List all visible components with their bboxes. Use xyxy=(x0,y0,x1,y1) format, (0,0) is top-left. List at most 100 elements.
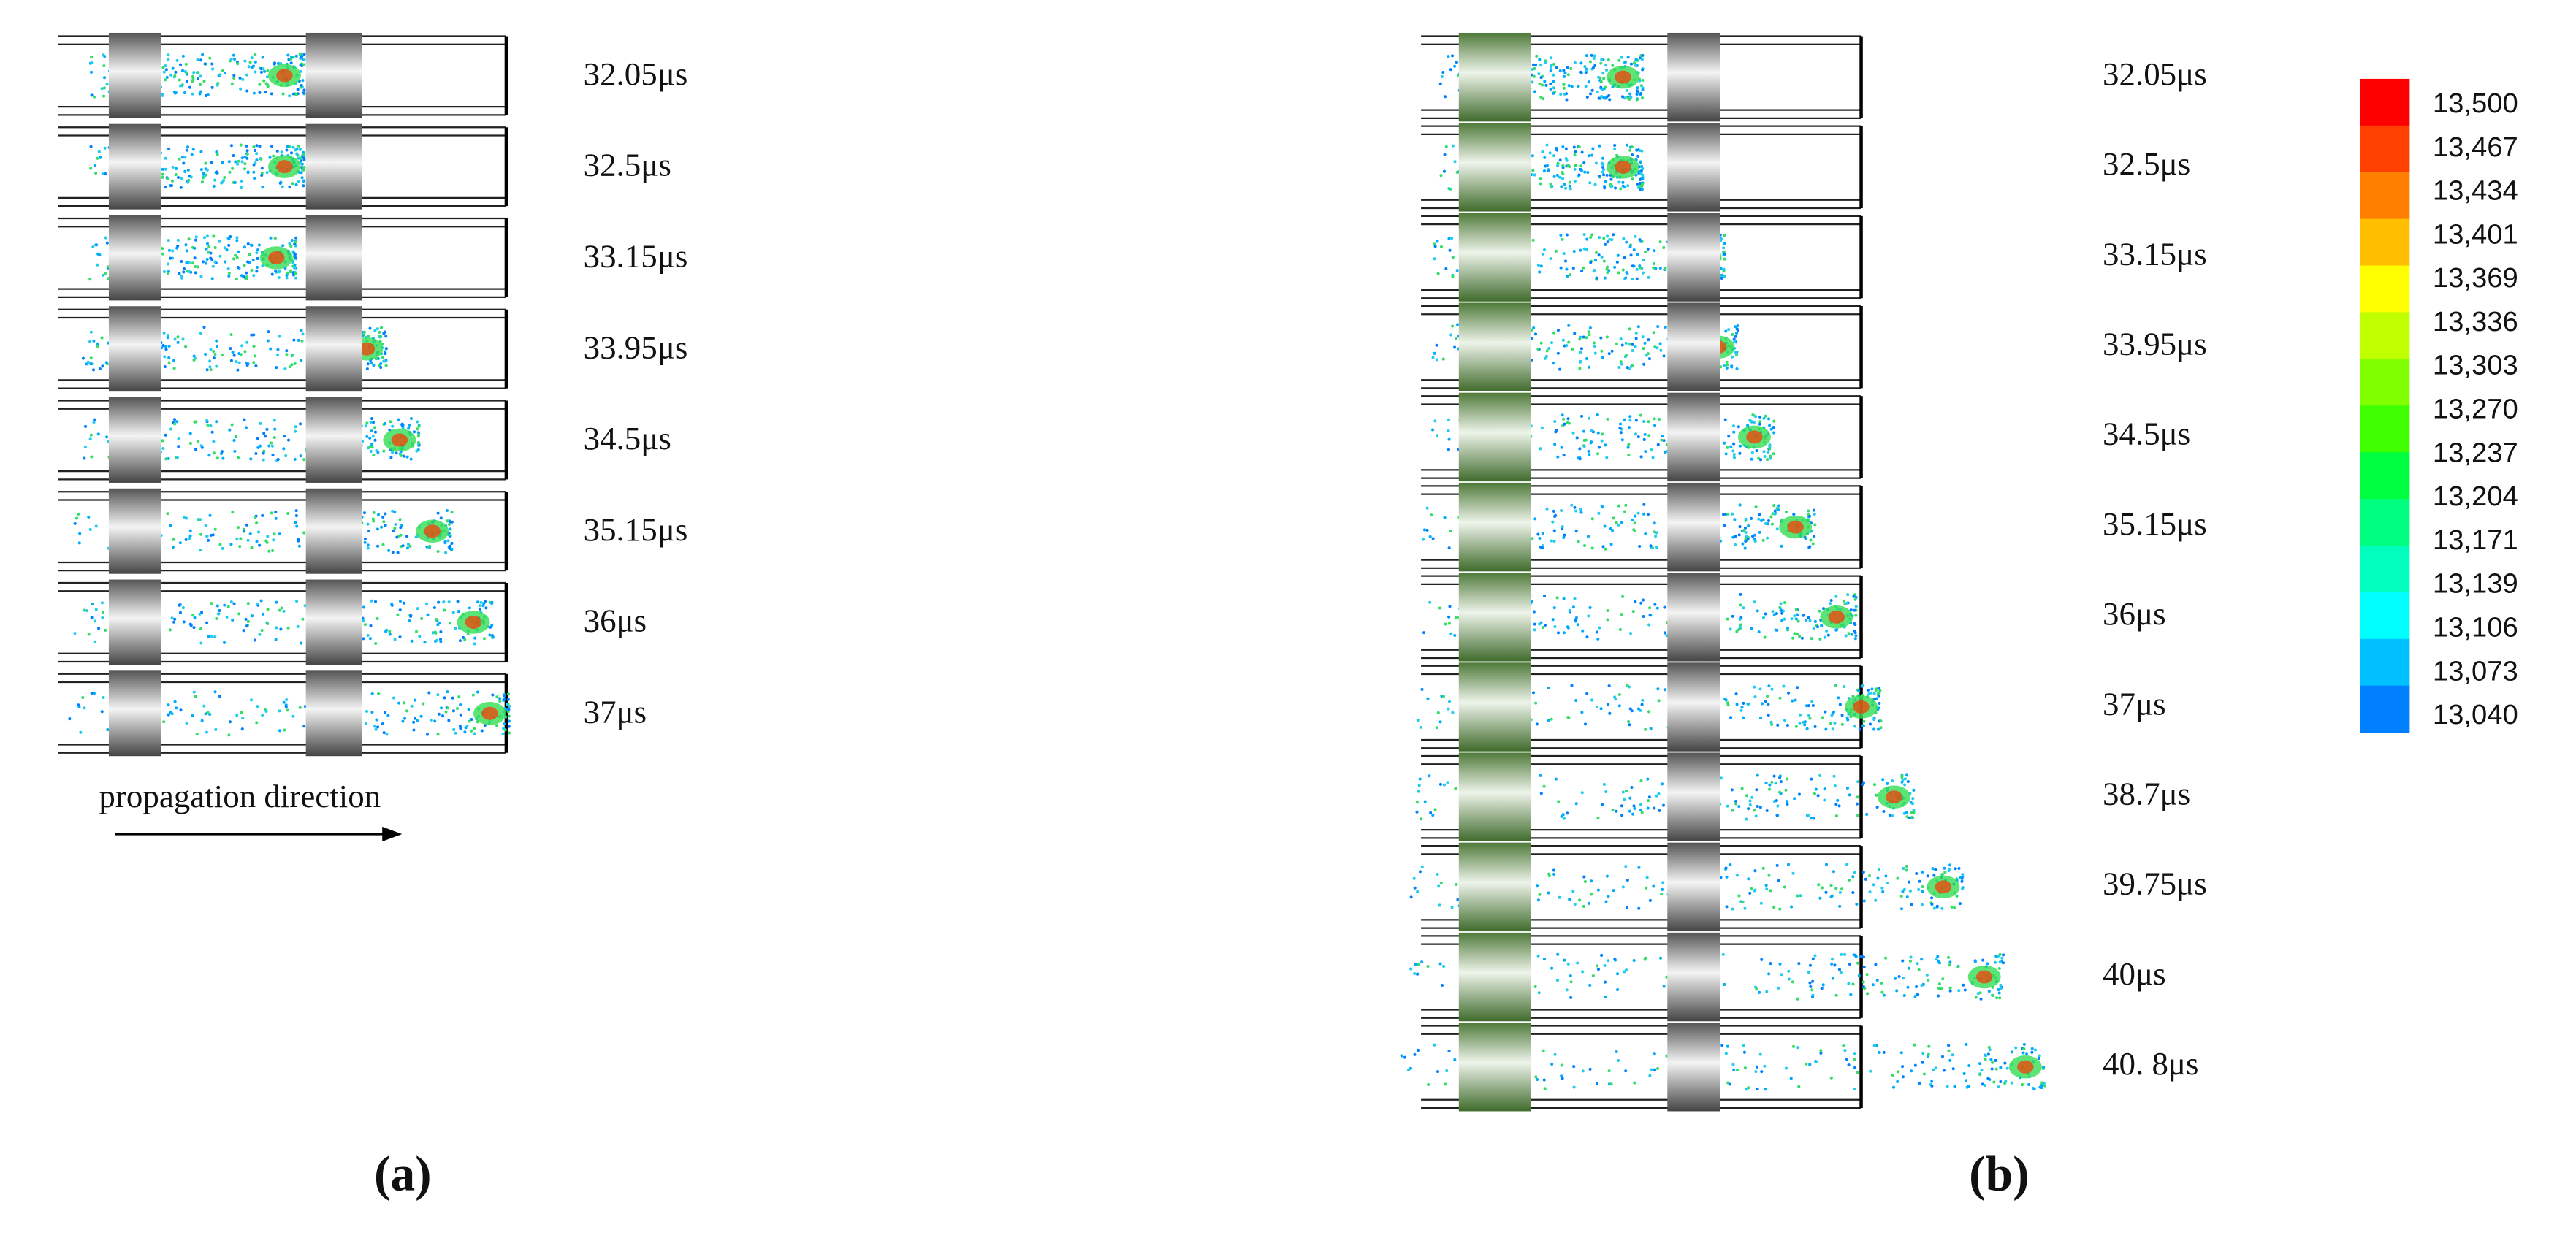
particle xyxy=(1726,363,1729,367)
particle xyxy=(368,326,372,330)
particle xyxy=(1580,711,1584,714)
particle xyxy=(1543,624,1547,627)
particle xyxy=(1617,692,1621,697)
particle xyxy=(478,604,481,608)
particle xyxy=(1552,539,1556,543)
particle xyxy=(167,239,170,242)
particle xyxy=(87,515,91,519)
particle xyxy=(1734,335,1737,338)
particle xyxy=(266,622,270,626)
particle xyxy=(199,549,202,552)
particle xyxy=(276,458,280,462)
particle xyxy=(1446,781,1449,784)
particle xyxy=(1595,276,1598,280)
particle xyxy=(263,69,267,73)
particle xyxy=(1637,866,1641,869)
color-swatch xyxy=(2360,545,2410,594)
particle xyxy=(203,62,207,66)
particle xyxy=(1601,165,1605,169)
color-swatch xyxy=(2360,359,2410,407)
particle xyxy=(162,270,166,274)
particle xyxy=(1429,811,1433,814)
cylinder xyxy=(1458,32,1531,122)
particle xyxy=(280,606,283,610)
particle xyxy=(389,456,393,459)
particle xyxy=(96,263,99,267)
particle xyxy=(1569,980,1573,984)
particle xyxy=(387,549,391,552)
particle xyxy=(174,173,178,177)
particle xyxy=(1772,431,1776,435)
particle xyxy=(1544,83,1548,87)
particle xyxy=(1726,804,1729,808)
particle xyxy=(427,691,431,695)
particle xyxy=(89,330,93,334)
particle xyxy=(1932,1068,1935,1072)
particle xyxy=(164,156,167,160)
particle xyxy=(1900,774,1904,778)
particle xyxy=(1742,716,1745,719)
particle xyxy=(1442,169,1446,173)
particle xyxy=(294,183,298,186)
particle xyxy=(101,611,104,614)
particle xyxy=(199,74,202,78)
particle xyxy=(178,541,182,545)
particle xyxy=(1615,809,1618,813)
particle xyxy=(250,56,254,60)
particle xyxy=(273,427,277,431)
particle xyxy=(213,527,217,531)
particle xyxy=(1943,866,1946,870)
particle xyxy=(264,539,268,543)
particle xyxy=(1604,443,1607,447)
particle xyxy=(186,168,190,172)
particle xyxy=(1872,883,1875,887)
particle xyxy=(408,423,411,427)
particle xyxy=(1927,1044,1931,1048)
particle xyxy=(1905,895,1909,899)
cylinder xyxy=(108,123,161,210)
particle xyxy=(1995,996,1999,1000)
particle xyxy=(1807,546,1811,549)
particle xyxy=(1843,952,1847,956)
particle xyxy=(1853,1087,1856,1090)
particle xyxy=(1719,267,1723,270)
cylinder xyxy=(108,215,161,301)
particle xyxy=(192,690,196,694)
particle xyxy=(300,162,304,166)
particle xyxy=(1609,177,1613,181)
particle xyxy=(197,71,200,74)
particle xyxy=(1568,184,1571,188)
particle xyxy=(393,510,397,513)
particle xyxy=(1878,689,1882,692)
particle xyxy=(1579,248,1582,252)
particle xyxy=(1426,964,1430,968)
particle xyxy=(90,455,94,459)
particle xyxy=(402,454,405,458)
particle xyxy=(216,604,219,608)
particle xyxy=(1572,145,1576,149)
particle xyxy=(199,168,203,172)
particle xyxy=(1633,61,1636,65)
particle xyxy=(384,630,388,633)
particle xyxy=(1988,1048,1992,1052)
particle xyxy=(1647,420,1650,424)
particle xyxy=(2000,956,2004,960)
particle xyxy=(243,264,246,267)
particle xyxy=(1875,1044,1879,1047)
particle xyxy=(101,616,104,619)
particle xyxy=(491,693,495,697)
particle xyxy=(1878,687,1881,690)
particle xyxy=(239,353,243,356)
particle xyxy=(240,711,243,714)
particle xyxy=(2038,1054,2041,1058)
particle xyxy=(208,359,212,363)
particle xyxy=(1596,816,1600,819)
particle xyxy=(273,532,276,536)
particle xyxy=(77,703,80,707)
particle xyxy=(176,335,180,339)
particle xyxy=(368,436,372,440)
particle xyxy=(1807,514,1812,518)
particle xyxy=(1556,329,1561,332)
particle xyxy=(1853,1052,1856,1056)
particle xyxy=(1662,245,1666,250)
